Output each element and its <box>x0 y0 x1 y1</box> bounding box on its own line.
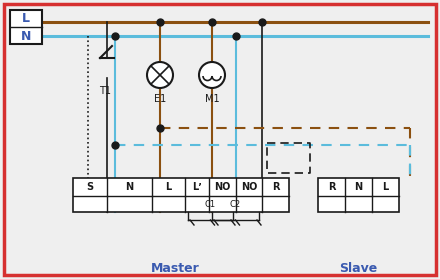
Bar <box>10 10 42 44</box>
Text: S: S <box>86 182 94 192</box>
Text: NO: NO <box>214 182 231 192</box>
Text: R: R <box>328 182 335 192</box>
Text: M1: M1 <box>205 94 219 104</box>
Text: C1: C1 <box>205 200 216 209</box>
Text: E1: E1 <box>154 94 166 104</box>
Text: L: L <box>382 182 389 192</box>
Text: Slave: Slave <box>339 261 377 275</box>
Text: Master: Master <box>150 261 199 275</box>
Text: C2: C2 <box>230 200 241 209</box>
Text: L: L <box>22 13 30 25</box>
Circle shape <box>147 62 173 88</box>
Text: NO: NO <box>241 182 257 192</box>
Bar <box>73 178 289 212</box>
Text: Lʼ: Lʼ <box>192 182 202 192</box>
Text: T1: T1 <box>99 86 111 96</box>
Text: L: L <box>165 182 172 192</box>
Text: N: N <box>21 30 31 42</box>
Text: N: N <box>125 182 134 192</box>
Text: N: N <box>355 182 363 192</box>
Text: R: R <box>272 182 279 192</box>
Circle shape <box>199 62 225 88</box>
Bar <box>318 178 399 212</box>
